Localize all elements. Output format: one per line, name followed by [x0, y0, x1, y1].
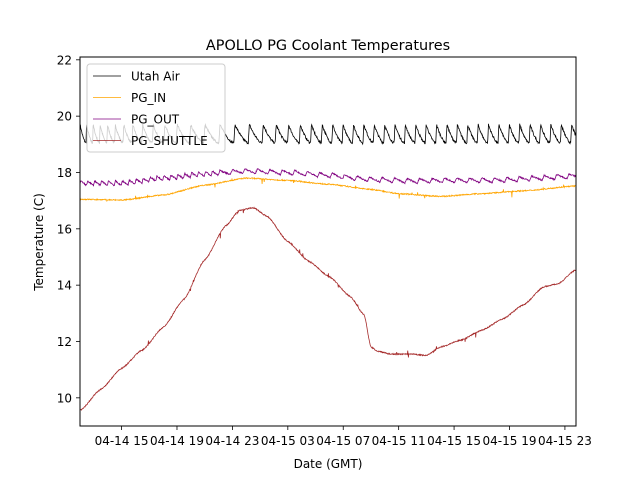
x-tick-label: 04-14 19 — [150, 434, 204, 448]
legend-label: Utah Air — [131, 70, 180, 84]
chart-title: APOLLO PG Coolant Temperatures — [206, 38, 450, 54]
x-axis-label: Date (GMT) — [294, 457, 363, 471]
series-line-pg-shuttle — [79, 206, 577, 411]
x-tick-label: 04-15 23 — [538, 434, 592, 448]
x-tick-label: 04-14 23 — [205, 434, 259, 448]
y-tick-label: 10 — [57, 391, 72, 405]
x-tick-label: 04-15 07 — [316, 434, 370, 448]
series-line-pg-out — [79, 168, 577, 187]
x-axis: 04-14 15 04-14 19 04-14 23 04-15 03 04-15 07… — [95, 426, 592, 448]
y-tick-label: 20 — [57, 110, 72, 124]
series-line-pg-in — [79, 176, 577, 203]
y-tick-label: 22 — [57, 53, 72, 67]
y-axis-label: Temperature (C) — [32, 193, 46, 292]
legend-label: PG_OUT — [131, 113, 180, 127]
y-tick-label: 18 — [57, 166, 72, 180]
y-tick-label: 14 — [57, 279, 72, 293]
legend: Utah Air PG_IN PG_OUT PG_SHUTTLE — [86, 63, 226, 153]
axes-frame — [79, 56, 577, 427]
legend-label: PG_IN — [131, 91, 166, 105]
legend-label: PG_SHUTTLE — [131, 134, 208, 148]
legend-box — [86, 63, 226, 153]
y-axis: 10 12 14 16 18 20 22 — [57, 53, 80, 405]
x-tick-label: 04-14 15 — [95, 434, 149, 448]
y-tick-label: 12 — [57, 335, 72, 349]
x-tick-label: 04-15 03 — [261, 434, 315, 448]
x-tick-label: 04-15 11 — [372, 434, 426, 448]
y-tick-label: 16 — [57, 222, 72, 236]
x-tick-label: 04-15 19 — [483, 434, 537, 448]
x-tick-label: 04-15 15 — [427, 434, 481, 448]
